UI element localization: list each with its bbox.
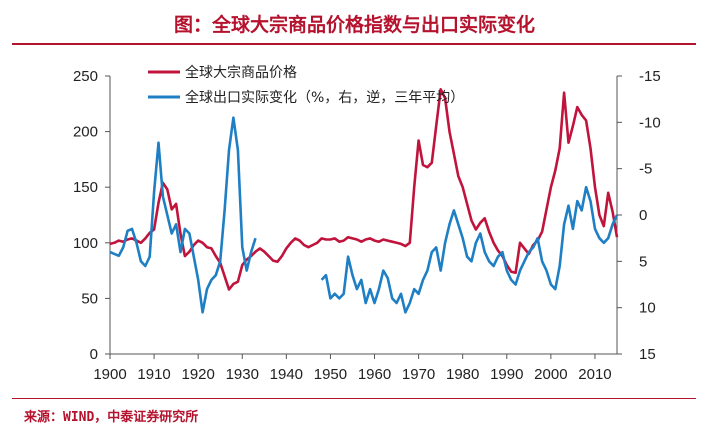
x-tick-label: 2010 [578,366,611,383]
x-tick-label: 1990 [490,366,523,383]
x-tick-label: 1920 [181,366,214,383]
title-underline [12,43,696,45]
right-tick-label: 15 [639,346,656,363]
right-axis-ticks: 15 10 5 0 -5 -10 -15 [617,68,661,363]
left-tick-label: 250 [73,68,98,85]
series-lines [109,88,619,314]
right-tick-label: -10 [639,114,661,131]
right-tick-label: 0 [639,207,647,224]
x-tick-label: 2000 [534,366,567,383]
legend-label-commodity: 全球大宗商品价格 [185,64,297,81]
x-axis-ticks: 1900 1910 1920 1930 1940 1950 1960 1970 1980 1990… [93,354,612,383]
left-tick-label: 0 [90,346,98,363]
legend-label-exports: 全球出口实际变化（%，右，逆，三年平均） [185,89,464,106]
x-tick-label: 1900 [93,366,126,383]
x-tick-label: 1910 [137,366,170,383]
legend: 全球大宗商品价格 全球出口实际变化（%，右，逆，三年平均） [148,64,464,106]
source-note: 来源：WIND，中泰证券研究所 [24,410,199,425]
left-tick-label: 50 [81,290,98,307]
left-axis-ticks: 0 50 100 150 200 250 [73,68,110,363]
left-tick-label: 200 [73,124,98,141]
series-line-exports-segment-1 [109,116,257,314]
right-tick-label: -5 [639,161,652,178]
x-tick-label: 1930 [226,366,259,383]
left-tick-label: 100 [73,235,98,252]
x-tick-label: 1960 [358,366,391,383]
x-tick-label: 1950 [314,366,347,383]
right-tick-label: 5 [639,253,647,270]
series-line-exports-segment-2 [320,185,619,314]
x-tick-label: 1940 [270,366,303,383]
axes [109,76,618,355]
left-tick-label: 150 [73,179,98,196]
footer-rule [12,398,696,399]
x-tick-label: 1970 [402,366,435,383]
x-tick-label: 1980 [446,366,479,383]
chart-title: 图：全球大宗商品价格指数与出口实际变化 [173,14,535,36]
right-tick-label: 10 [639,300,656,317]
right-tick-label: -15 [639,68,661,85]
